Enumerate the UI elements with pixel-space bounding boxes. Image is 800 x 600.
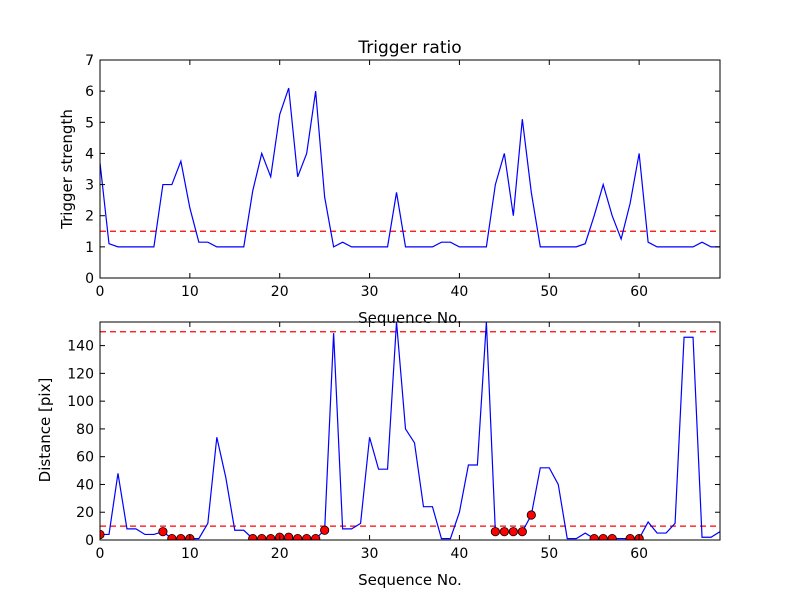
top-plot-marks: 0 10 20 30 40 50 60 0 1 2 3 4 5 6 7	[85, 53, 721, 300]
bottom-plot-y-tick-label: 60	[76, 450, 94, 466]
bottom-plot-y-tick-label: 20	[76, 505, 94, 521]
top-plot-x-tick-label: 40	[451, 284, 469, 300]
top-plot-y-tick-label: 6	[85, 84, 94, 100]
top-plot-y-tick-label: 1	[85, 240, 94, 256]
bottom-plot-marks: 0 10 20 30 40 50 60 0 20 40 60 80 100 120 140	[67, 321, 721, 562]
bottom-plot-x-tick-label: 10	[181, 546, 199, 562]
bottom-plot-y-tick-label: 140	[67, 339, 94, 355]
top-plot-y-tick-label: 4	[85, 146, 94, 162]
bottom-plot-point-marker	[607, 534, 617, 540]
bottom-plot-point-marker	[293, 534, 303, 540]
bottom-plot: Sequence No. Distance [pix] 0 10 20 30 40 50 6…	[36, 321, 721, 589]
bottom-plot-x-tick-label: 20	[271, 546, 289, 562]
bottom-plot-y-tick-label: 80	[76, 422, 94, 438]
top-plot-axes-frame	[99, 59, 721, 279]
top-plot-x-tick-label: 0	[96, 284, 105, 300]
bottom-plot-x-tick-label: 40	[451, 546, 469, 562]
bottom-plot-point-marker	[499, 527, 509, 537]
bottom-plot-point-marker	[526, 510, 536, 520]
bottom-plot-point-marker	[508, 527, 518, 537]
bottom-plot-point-marker	[598, 534, 608, 540]
top-plot-y-tick-label: 3	[85, 178, 94, 194]
bottom-plot-y-tick-label: 120	[67, 366, 94, 382]
bottom-plot-point-marker	[589, 534, 599, 540]
bottom-plot-point-marker	[490, 527, 500, 537]
top-plot-x-tick-label: 10	[181, 284, 199, 300]
bottom-plot-axes-frame	[99, 321, 721, 541]
bottom-plot-point-marker	[517, 527, 527, 537]
bottom-plot-point-marker	[311, 534, 321, 540]
bottom-plot-point-marker	[302, 534, 312, 540]
bottom-plot-point-marker	[176, 534, 186, 540]
bottom-plot-point-marker	[320, 525, 330, 535]
top-plot-x-tick-label: 30	[361, 284, 379, 300]
top-plot-y-tick-label: 0	[85, 271, 94, 287]
bottom-plot-point-marker	[158, 527, 168, 537]
bottom-plot-y-tick-label: 0	[85, 533, 94, 549]
top-plot-x-tick-label: 50	[540, 284, 558, 300]
bottom-plot-point-marker	[625, 534, 635, 540]
bottom-plot-point-marker	[167, 534, 177, 540]
bottom-plot-data-layer	[100, 322, 720, 540]
top-plot-ylabel: Trigger strength	[58, 109, 76, 230]
bottom-plot-x-tick-label: 0	[96, 546, 105, 562]
top-plot-y-tick-label: 7	[85, 53, 94, 69]
top-plot-xlabel: Sequence No.	[358, 309, 462, 327]
bottom-plot-xlabel: Sequence No.	[358, 571, 462, 589]
bottom-plot-x-tick-label: 50	[540, 546, 558, 562]
bottom-plot-ylabel: Distance [pix]	[36, 378, 54, 483]
top-plot: Trigger ratio Sequence No. Trigger stren…	[58, 38, 721, 327]
bottom-plot-x-tick-label: 30	[361, 546, 379, 562]
bottom-plot-y-tick-label: 40	[76, 477, 94, 493]
top-plot-x-tick-label: 20	[271, 284, 289, 300]
top-plot-y-tick-label: 2	[85, 209, 94, 225]
top-plot-data-layer	[100, 87, 720, 248]
bottom-plot-point-marker	[248, 534, 258, 540]
top-plot-title: Trigger ratio	[357, 38, 461, 58]
top-plot-x-tick-label: 60	[630, 284, 648, 300]
bottom-plot-y-tick-label: 100	[67, 394, 94, 410]
bottom-plot-x-tick-label: 60	[630, 546, 648, 562]
bottom-plot-point-marker	[284, 532, 294, 540]
bottom-plot-point-marker	[266, 534, 276, 540]
bottom-plot-point-marker	[257, 534, 267, 540]
top-plot-series-line	[100, 87, 720, 248]
top-plot-y-tick-label: 5	[85, 115, 94, 131]
